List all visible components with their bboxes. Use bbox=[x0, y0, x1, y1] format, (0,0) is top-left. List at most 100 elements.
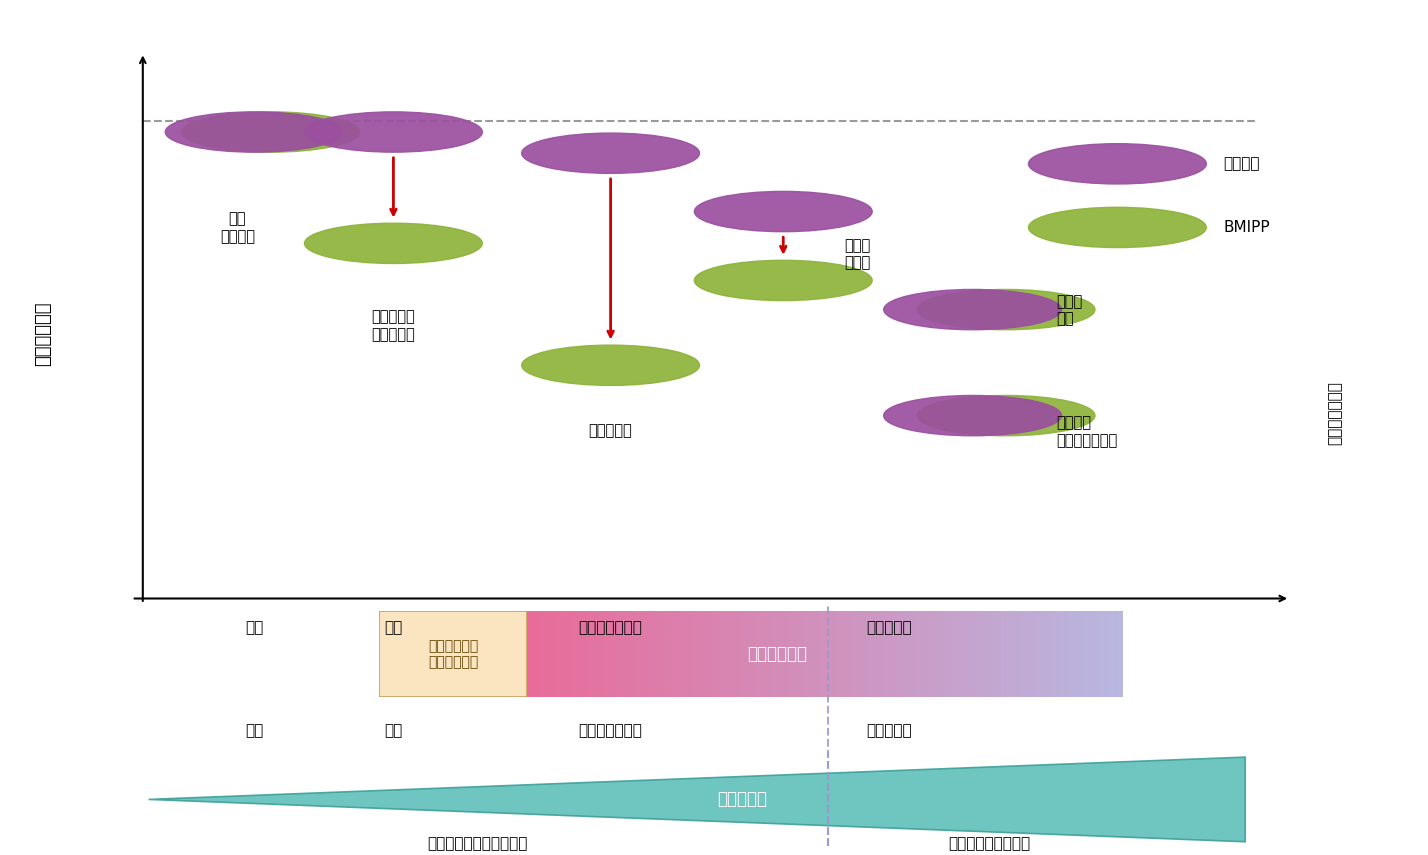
Bar bbox=[560, 611, 563, 697]
Bar bbox=[1045, 611, 1048, 697]
Ellipse shape bbox=[521, 345, 700, 386]
Bar bbox=[653, 611, 655, 697]
Ellipse shape bbox=[917, 396, 1095, 436]
Bar bbox=[735, 611, 738, 697]
Bar bbox=[1018, 611, 1021, 697]
Text: 㛁壁性梗塞: 㛁壁性梗塞 bbox=[867, 620, 912, 635]
Bar bbox=[825, 611, 828, 697]
Bar bbox=[578, 611, 581, 697]
Bar bbox=[873, 611, 875, 697]
Bar bbox=[614, 611, 617, 697]
Ellipse shape bbox=[166, 112, 343, 152]
Bar bbox=[1087, 611, 1090, 697]
Bar bbox=[623, 611, 625, 697]
Text: 㛁壁性梗塞: 㛁壁性梗塞 bbox=[867, 723, 912, 739]
Bar bbox=[620, 611, 623, 697]
Bar bbox=[748, 611, 751, 697]
Text: 重症虚血／梗塞: 重症虚血／梗塞 bbox=[578, 620, 643, 635]
Bar bbox=[587, 611, 590, 697]
Bar bbox=[917, 611, 921, 697]
Bar bbox=[952, 611, 957, 697]
Bar bbox=[784, 611, 787, 697]
Bar bbox=[947, 611, 950, 697]
Bar bbox=[843, 611, 845, 697]
Bar bbox=[771, 611, 774, 697]
Bar bbox=[944, 611, 947, 697]
Ellipse shape bbox=[917, 290, 1095, 330]
Bar bbox=[697, 611, 700, 697]
Bar bbox=[888, 611, 891, 697]
Bar bbox=[655, 611, 658, 697]
Bar bbox=[980, 611, 982, 697]
Text: 正常: 正常 bbox=[246, 620, 263, 635]
Bar bbox=[1004, 611, 1007, 697]
Bar bbox=[563, 611, 565, 697]
Bar bbox=[670, 611, 673, 697]
Bar bbox=[705, 611, 708, 697]
Bar bbox=[894, 611, 897, 697]
Text: ミスマッチ
陽性欠損像: ミスマッチ 陽性欠損像 bbox=[371, 310, 416, 342]
Bar bbox=[538, 611, 543, 697]
Bar bbox=[1012, 611, 1015, 697]
Bar bbox=[590, 611, 593, 697]
Bar bbox=[858, 611, 861, 697]
Bar bbox=[1081, 611, 1084, 697]
Bar bbox=[962, 611, 965, 697]
Bar bbox=[965, 611, 968, 697]
Bar bbox=[760, 611, 763, 697]
Bar bbox=[1021, 611, 1025, 697]
Text: 再灌流成功: 再灌流成功 bbox=[588, 423, 633, 439]
Bar bbox=[1048, 611, 1051, 697]
Bar bbox=[763, 611, 765, 697]
Bar bbox=[864, 611, 867, 697]
Text: 重症虚血／梗塞: 重症虚血／梗塞 bbox=[578, 723, 643, 739]
Bar bbox=[1108, 611, 1111, 697]
Bar bbox=[793, 611, 795, 697]
Bar bbox=[834, 611, 837, 697]
Bar bbox=[881, 611, 884, 697]
Bar bbox=[601, 611, 604, 697]
Bar bbox=[593, 611, 595, 697]
Bar bbox=[774, 611, 777, 697]
Bar bbox=[1094, 611, 1097, 697]
Bar bbox=[1042, 611, 1045, 697]
Bar bbox=[551, 611, 554, 697]
Bar bbox=[902, 611, 905, 697]
Bar bbox=[911, 611, 914, 697]
Bar bbox=[845, 611, 848, 697]
Bar bbox=[628, 611, 631, 697]
Bar bbox=[634, 611, 637, 697]
Text: 欠損一致
ミスマッチ陰性: 欠損一致 ミスマッチ陰性 bbox=[1057, 416, 1117, 448]
Bar bbox=[1001, 611, 1004, 697]
Bar bbox=[971, 611, 974, 697]
Bar bbox=[1102, 611, 1105, 697]
Ellipse shape bbox=[694, 192, 873, 232]
Bar bbox=[733, 611, 735, 697]
Bar bbox=[870, 611, 873, 697]
Ellipse shape bbox=[521, 133, 700, 174]
Bar bbox=[536, 611, 538, 697]
Bar bbox=[897, 611, 900, 697]
Bar bbox=[875, 611, 878, 697]
Bar bbox=[1114, 611, 1117, 697]
Bar bbox=[941, 611, 944, 697]
Bar bbox=[625, 611, 628, 697]
Bar bbox=[790, 611, 793, 697]
Ellipse shape bbox=[884, 396, 1061, 436]
Ellipse shape bbox=[1028, 144, 1207, 184]
Text: 再灌流
不成功: 再灌流 不成功 bbox=[844, 238, 871, 270]
Bar bbox=[661, 611, 664, 697]
Bar bbox=[974, 611, 977, 697]
Bar bbox=[823, 611, 825, 697]
Bar bbox=[527, 611, 530, 697]
Bar bbox=[1031, 611, 1034, 697]
Bar bbox=[1034, 611, 1037, 697]
Polygon shape bbox=[149, 758, 1245, 841]
Bar bbox=[1015, 611, 1018, 697]
Bar bbox=[598, 611, 601, 697]
Bar bbox=[667, 611, 670, 697]
Bar bbox=[927, 611, 930, 697]
Bar bbox=[1064, 611, 1067, 697]
Bar bbox=[804, 611, 807, 697]
Bar bbox=[867, 611, 870, 697]
